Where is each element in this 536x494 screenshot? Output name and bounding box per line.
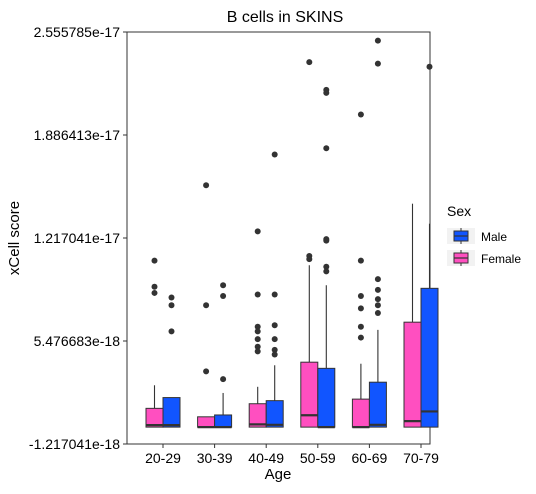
outlier-point xyxy=(374,302,381,309)
box-body xyxy=(403,321,422,428)
female-box-20-29 xyxy=(145,257,164,428)
box-body xyxy=(351,398,370,428)
outlier-point xyxy=(357,257,364,264)
outlier-point xyxy=(220,376,227,383)
outlier-point xyxy=(323,89,330,96)
outlier-point xyxy=(357,334,364,341)
outlier-point xyxy=(426,63,433,70)
female-box-50-59 xyxy=(300,59,319,428)
box-body xyxy=(317,367,336,428)
outlier-point xyxy=(271,351,278,358)
plot-panel xyxy=(126,31,431,445)
outlier-point xyxy=(323,145,330,152)
box-body xyxy=(420,287,439,428)
outlier-point xyxy=(254,336,261,343)
outlier-point xyxy=(254,348,261,355)
outlier-point xyxy=(254,291,261,298)
outlier-point xyxy=(374,309,381,316)
box-body xyxy=(197,416,216,428)
outlier-point xyxy=(254,343,261,350)
outlier-point xyxy=(203,302,210,309)
y-tick-label: 2.555785e-17 xyxy=(34,24,121,40)
male-box-30-39 xyxy=(214,282,233,429)
box-body xyxy=(162,397,181,428)
female-box-60-69 xyxy=(351,111,370,429)
outlier-point xyxy=(168,302,175,309)
male-box-20-29 xyxy=(162,294,181,428)
outlier-point xyxy=(357,305,364,312)
y-axis: -1.217041e-18 5.476683e-18 1.217041e-17 1.8… xyxy=(29,24,127,452)
outlier-point xyxy=(254,328,261,335)
outlier-point xyxy=(151,283,158,290)
outlier-point xyxy=(271,322,278,329)
outlier-point xyxy=(168,328,175,335)
outlier-point xyxy=(220,282,227,289)
outlier-point xyxy=(203,182,210,189)
male-box-60-69 xyxy=(368,37,387,428)
legend-label: Female xyxy=(481,252,521,266)
male-box-70-79 xyxy=(420,63,439,428)
legend-title: Sex xyxy=(447,203,471,219)
x-tick-label: 50-59 xyxy=(300,450,336,466)
y-axis-label: xCell score xyxy=(6,201,23,275)
y-tick-label: 1.217041e-17 xyxy=(34,230,121,246)
box-body xyxy=(368,381,387,428)
box-body xyxy=(265,400,284,428)
legend-item-female: Female xyxy=(447,250,521,266)
box-layer xyxy=(145,37,439,429)
outlier-point xyxy=(323,268,330,275)
legend-item-male: Male xyxy=(447,228,507,244)
y-tick-label: 1.886413e-17 xyxy=(34,127,121,143)
outlier-point xyxy=(374,60,381,67)
outlier-point xyxy=(151,257,158,264)
male-box-50-59 xyxy=(317,86,336,429)
outlier-point xyxy=(203,368,210,375)
x-tick-label: 40-49 xyxy=(248,450,284,466)
chart-title: B cells in SKINS xyxy=(227,9,343,26)
legend-label: Male xyxy=(481,230,507,244)
x-axis-label: Age xyxy=(265,466,292,483)
outlier-point xyxy=(168,294,175,301)
outlier-point xyxy=(271,291,278,298)
outlier-point xyxy=(306,59,313,66)
outlier-point xyxy=(357,293,364,300)
outlier-point xyxy=(271,346,278,353)
outlier-point xyxy=(374,286,381,293)
outlier-point xyxy=(151,289,158,296)
y-tick-label: 5.476683e-18 xyxy=(34,333,121,349)
y-tick-label: -1.217041e-18 xyxy=(29,436,120,452)
outlier-point xyxy=(357,111,364,118)
female-box-40-49 xyxy=(248,228,267,428)
outlier-point xyxy=(374,276,381,283)
outlier-point xyxy=(323,237,330,244)
outlier-point xyxy=(220,293,227,300)
outlier-point xyxy=(254,323,261,330)
x-tick-label: 60-69 xyxy=(351,450,387,466)
male-box-40-49 xyxy=(265,151,284,428)
x-tick-label: 70-79 xyxy=(403,450,439,466)
x-tick-label: 30-39 xyxy=(197,450,233,466)
outlier-point xyxy=(271,336,278,343)
box-body xyxy=(300,361,319,428)
x-axis: 20-29 30-39 40-49 50-59 60-69 70-79 xyxy=(145,444,439,466)
outlier-point xyxy=(374,37,381,44)
outlier-point xyxy=(374,296,381,303)
outlier-point xyxy=(254,228,261,235)
outlier-point xyxy=(357,323,364,330)
outlier-point xyxy=(323,263,330,270)
outlier-point xyxy=(271,151,278,158)
outlier-point xyxy=(306,256,313,263)
legend: Sex Male Female xyxy=(447,203,521,266)
x-tick-label: 20-29 xyxy=(145,450,181,466)
box-body xyxy=(214,414,233,428)
